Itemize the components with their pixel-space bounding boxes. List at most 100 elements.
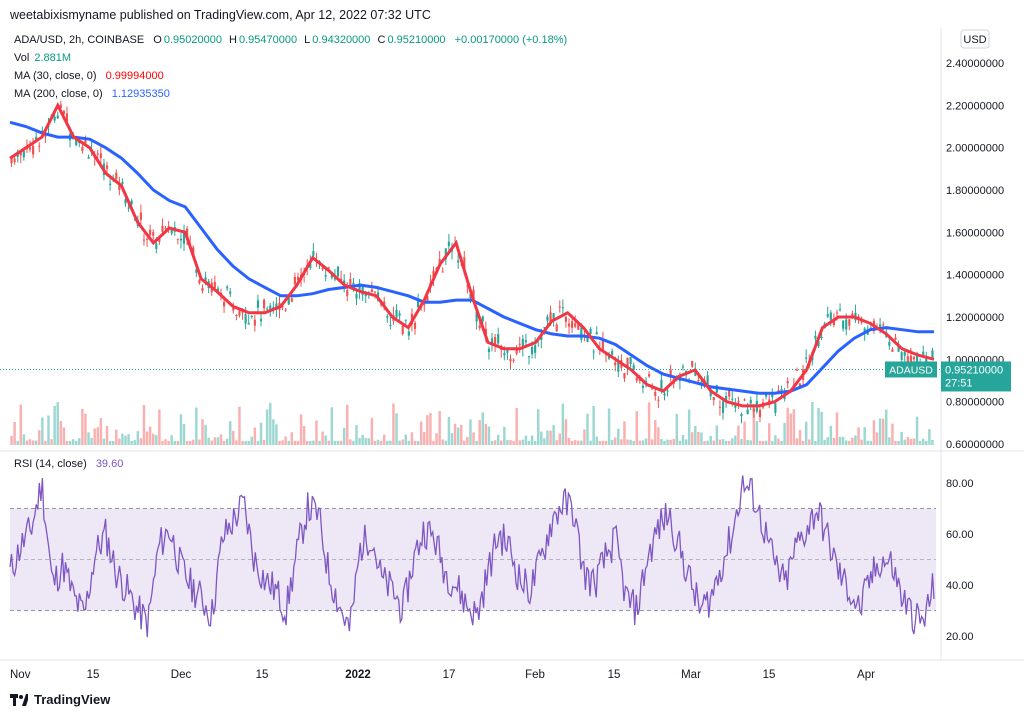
volume-bar bbox=[573, 440, 577, 445]
volume-bar bbox=[367, 438, 371, 445]
candle-body bbox=[121, 181, 124, 185]
candle-body bbox=[293, 276, 296, 284]
candle-body bbox=[417, 301, 420, 308]
volume-bar bbox=[413, 440, 417, 445]
volume-bar bbox=[275, 424, 278, 445]
volume-bar bbox=[68, 440, 72, 445]
volume-label[interactable]: Vol bbox=[14, 52, 30, 64]
volume-bar bbox=[740, 438, 743, 445]
candle-body bbox=[546, 316, 549, 321]
price-tick-label: 1.80000000 bbox=[946, 185, 1004, 197]
volume-bar bbox=[84, 413, 87, 445]
last-price-value: 0.95210000 bbox=[945, 364, 1003, 376]
candle-body bbox=[752, 408, 755, 412]
candle-body bbox=[161, 225, 164, 232]
candle-body bbox=[226, 286, 229, 289]
rsi-axis[interactable]: 80.00 60.00 40.00 20.00 bbox=[946, 478, 974, 643]
volume-bar bbox=[265, 409, 269, 445]
candle-body bbox=[900, 352, 903, 360]
candle-body bbox=[879, 324, 882, 327]
volume-bar bbox=[644, 438, 648, 445]
volume-bar bbox=[389, 440, 392, 445]
candle-body bbox=[592, 351, 595, 353]
volume-bar bbox=[638, 440, 642, 445]
candle-body bbox=[515, 349, 518, 354]
candle-body bbox=[740, 413, 743, 417]
currency-button[interactable] bbox=[960, 29, 990, 49]
volume-bar bbox=[241, 440, 244, 445]
volume-bar bbox=[182, 424, 186, 445]
candle-body bbox=[718, 406, 722, 408]
price-tick-label: 1.60000000 bbox=[946, 227, 1004, 239]
candle-body bbox=[118, 184, 121, 191]
volume-bar bbox=[376, 439, 380, 445]
volume-bar bbox=[909, 438, 913, 445]
volume-bar bbox=[19, 404, 23, 445]
time-tick-label: Dec bbox=[171, 669, 192, 681]
candle-body bbox=[820, 336, 823, 339]
candle-body bbox=[857, 316, 860, 318]
volume-bar bbox=[130, 440, 133, 445]
volume-bar bbox=[34, 440, 38, 445]
volume-bar bbox=[118, 438, 121, 445]
close-label: C bbox=[377, 34, 386, 46]
candle-body bbox=[256, 300, 260, 308]
volume-bar bbox=[179, 414, 183, 445]
close-value: 0.95210000 bbox=[387, 34, 446, 46]
volume-bar bbox=[466, 436, 469, 445]
candle-body bbox=[561, 307, 564, 309]
ma200-label[interactable]: MA (200, close, 0) bbox=[14, 88, 103, 100]
candle-body bbox=[635, 377, 638, 381]
volume-bar bbox=[561, 403, 565, 445]
candle-body bbox=[475, 311, 478, 322]
candle-body bbox=[355, 294, 358, 299]
volume-bar bbox=[881, 418, 885, 445]
candle-body bbox=[269, 305, 272, 310]
volume-bar bbox=[912, 438, 916, 445]
rsi-label[interactable]: RSI (14, close) bbox=[14, 458, 87, 470]
volume-bar bbox=[915, 416, 919, 445]
candle-body bbox=[290, 298, 293, 302]
volume-bar bbox=[687, 409, 691, 445]
volume-bar bbox=[506, 440, 509, 445]
candle-body bbox=[614, 362, 617, 366]
candle-body bbox=[660, 379, 663, 390]
volume-bar bbox=[786, 407, 789, 445]
volume-bar bbox=[247, 440, 250, 445]
candle-body bbox=[96, 153, 99, 155]
candle-body bbox=[506, 350, 509, 353]
volume-bar bbox=[549, 430, 552, 445]
footer-brand[interactable]: TradingView bbox=[10, 692, 110, 707]
candle-body bbox=[84, 138, 87, 144]
volume-bar bbox=[71, 439, 75, 445]
volume-bar bbox=[857, 427, 860, 445]
symbol-name[interactable]: ADA/USD, 2h, COINBASE bbox=[14, 34, 145, 46]
candle-body bbox=[571, 321, 574, 328]
time-axis[interactable]: Nov 15 Dec 15 2022 17 Feb 15 Mar 15 Apr bbox=[10, 669, 875, 681]
volume-bar bbox=[225, 438, 229, 445]
volume-bar bbox=[65, 440, 69, 445]
volume-bar bbox=[358, 438, 361, 445]
ma30-label[interactable]: MA (30, close, 0) bbox=[14, 70, 97, 82]
candle-body bbox=[912, 356, 916, 360]
volume-bar bbox=[838, 436, 842, 445]
volume-bar bbox=[921, 438, 925, 445]
volume-bar bbox=[456, 427, 460, 445]
last-price-badge bbox=[941, 361, 1011, 392]
volume-bar bbox=[552, 425, 555, 445]
volume-bar bbox=[641, 440, 645, 445]
candle-body bbox=[743, 399, 746, 401]
volume-bar bbox=[364, 437, 367, 445]
candle-body bbox=[235, 315, 238, 317]
candle-body bbox=[127, 207, 130, 209]
volume-bar bbox=[903, 439, 906, 445]
volume-bar bbox=[232, 430, 235, 445]
volume-bar bbox=[296, 440, 300, 445]
volume-bar bbox=[398, 440, 401, 445]
price-axis[interactable]: 2.40000000 2.20000000 2.00000000 1.80000000… bbox=[946, 58, 1004, 451]
candle-body bbox=[721, 401, 725, 413]
candle-body bbox=[389, 324, 392, 326]
volume-bar bbox=[727, 440, 731, 445]
time-tick-label: 15 bbox=[608, 669, 621, 681]
